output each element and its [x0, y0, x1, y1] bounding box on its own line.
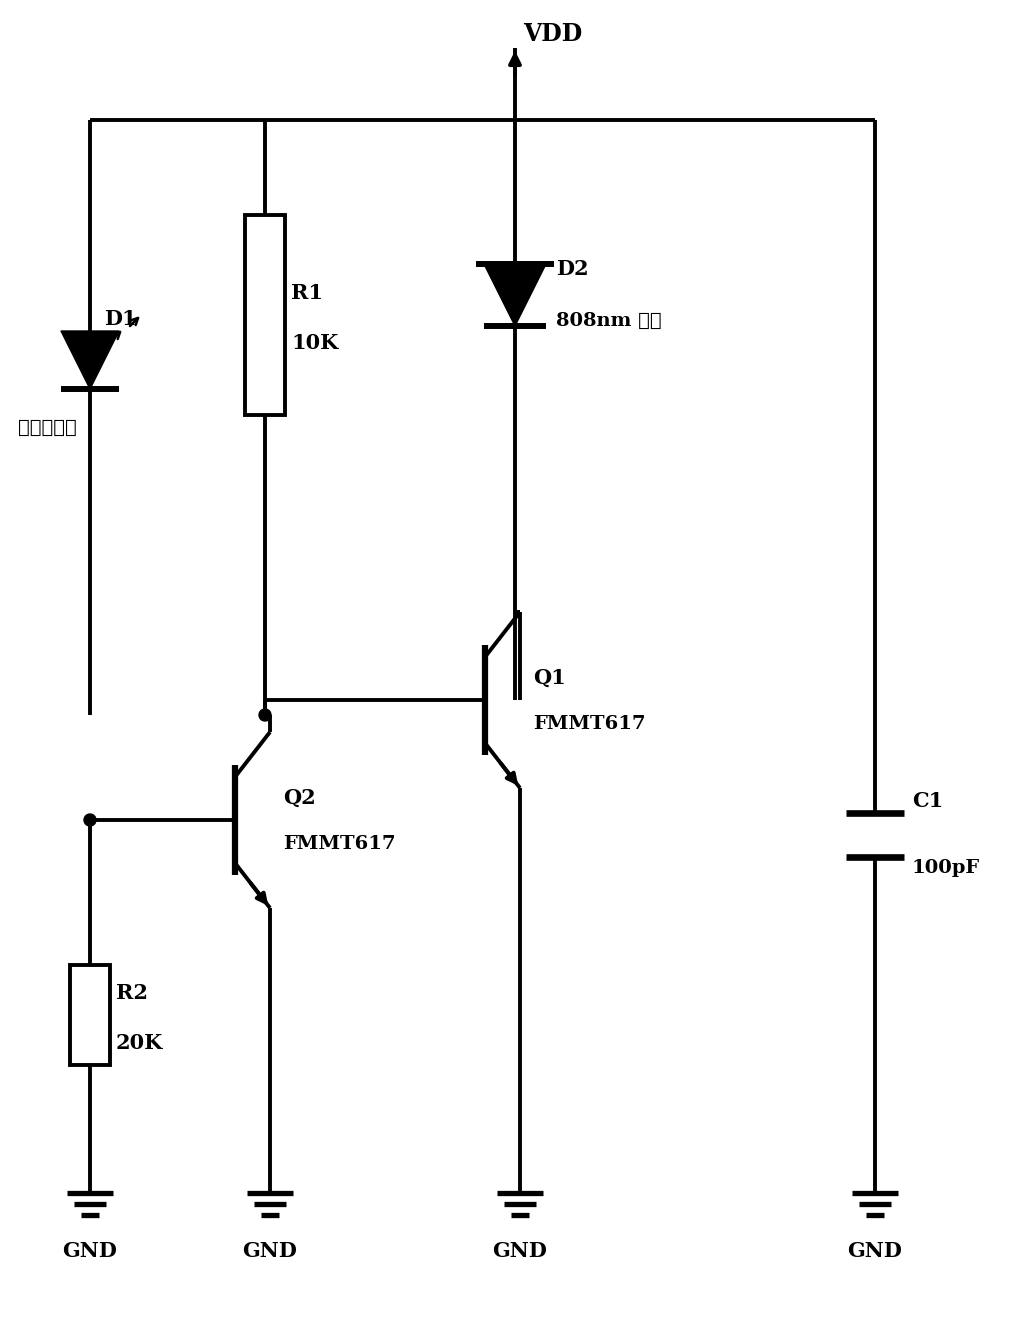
Text: 10K: 10K: [291, 333, 338, 353]
Text: FMMT617: FMMT617: [533, 714, 646, 733]
Bar: [70, 965, 110, 1065]
Polygon shape: [484, 264, 546, 327]
Text: Q1: Q1: [533, 668, 565, 688]
Bar: [245, 215, 285, 415]
Text: D1: D1: [104, 309, 137, 329]
Text: 100pF: 100pF: [912, 858, 981, 877]
Text: 光敏二极管: 光敏二极管: [18, 419, 77, 437]
Text: GND: GND: [492, 1241, 547, 1261]
Text: R2: R2: [116, 982, 148, 1002]
Text: Q2: Q2: [283, 788, 316, 808]
Text: FMMT617: FMMT617: [283, 834, 396, 853]
Circle shape: [84, 814, 96, 826]
Circle shape: [259, 709, 271, 721]
Text: D2: D2: [556, 259, 588, 279]
Text: GND: GND: [242, 1241, 298, 1261]
Text: GND: GND: [848, 1241, 902, 1261]
Polygon shape: [61, 331, 119, 389]
Text: VDD: VDD: [523, 23, 582, 47]
Text: 808nm 激光: 808nm 激光: [556, 312, 661, 331]
Text: C1: C1: [912, 790, 943, 810]
Text: R1: R1: [291, 283, 323, 303]
Text: 20K: 20K: [116, 1033, 163, 1053]
Text: GND: GND: [63, 1241, 117, 1261]
